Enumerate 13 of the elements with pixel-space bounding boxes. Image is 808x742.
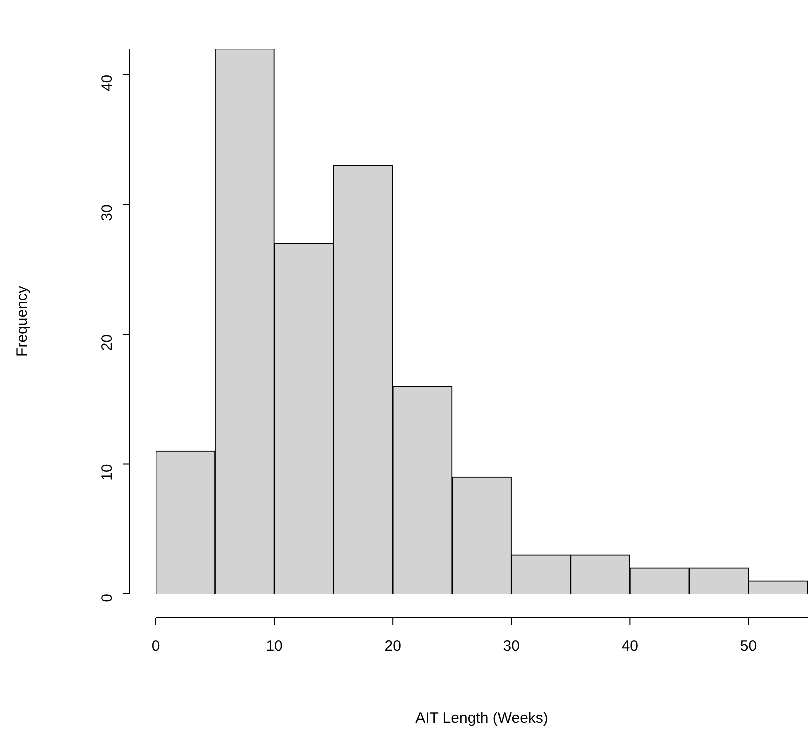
- x-axis-title: AIT Length (Weeks): [416, 710, 548, 728]
- x-tick-label: 10: [266, 638, 283, 656]
- x-tick-label: 50: [740, 638, 758, 656]
- x-tick-label: 30: [503, 638, 520, 656]
- y-axis-title: Frequency: [14, 286, 32, 357]
- x-tick-label: 20: [384, 638, 402, 656]
- y-tick-label: 0: [99, 594, 116, 602]
- x-tick-label: 0: [152, 638, 160, 656]
- y-tick-label: 10: [99, 464, 116, 481]
- y-tick-label: 20: [99, 334, 116, 352]
- x-tick-label: 40: [622, 638, 639, 656]
- y-tick-label: 40: [99, 74, 116, 92]
- y-tick-label: 30: [99, 204, 116, 222]
